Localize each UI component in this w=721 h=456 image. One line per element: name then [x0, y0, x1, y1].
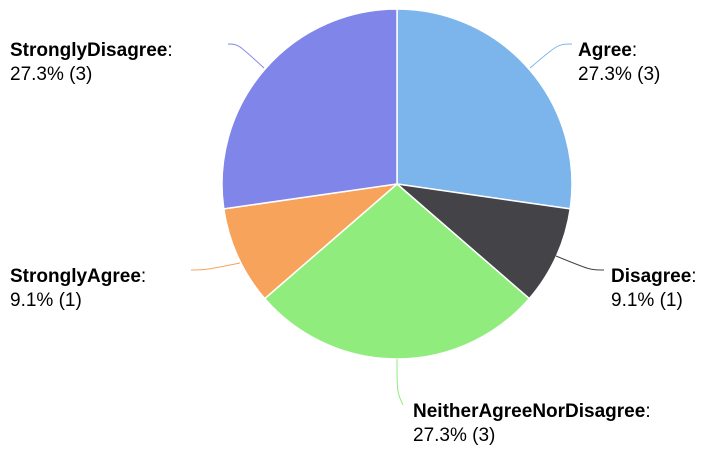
connector-stronglyagree [190, 262, 241, 271]
slice-label: Disagree [611, 266, 691, 287]
connector-neitheragreenordisagree [396, 358, 404, 406]
data-label-value-stronglyagree: 9.1% (1) [10, 290, 82, 311]
data-label-value-neitheragreenordisagree: 27.3% (3) [413, 425, 495, 446]
data-labels: Agree:27.3% (3)Disagree:9.1% (1)NeitherA… [10, 40, 697, 446]
data-label-value-disagree: 9.1% (1) [611, 290, 683, 311]
data-label-value-stronglydisagree: 27.3% (3) [10, 64, 92, 85]
slice-label: NeitherAgreeNorDisagree [413, 401, 645, 422]
pie-slice-agree[interactable] [396, 8, 573, 210]
slice-label: StronglyAgree [10, 266, 141, 287]
slice-label-colon: : [167, 40, 172, 61]
slice-label-colon: : [645, 401, 650, 422]
connector-disagree [555, 255, 605, 271]
data-label-name-disagree: Disagree: [611, 266, 697, 287]
pie-slices [221, 8, 573, 360]
slice-label: Agree [578, 40, 632, 61]
data-label-name-stronglyagree: StronglyAgree: [10, 266, 146, 287]
data-label-name-neitheragreenordisagree: NeitherAgreeNorDisagree: [413, 401, 651, 422]
pie-slice-disagree[interactable] [396, 183, 571, 300]
pie-slice-stronglydisagree[interactable] [221, 8, 398, 210]
label-connectors [190, 43, 605, 406]
data-label-name-stronglydisagree: StronglyDisagree: [10, 40, 173, 61]
data-label-name-agree: Agree: [578, 40, 637, 61]
data-label-value-agree: 27.3% (3) [578, 64, 660, 85]
pie-slice-stronglyagree[interactable] [223, 183, 398, 300]
slice-label-colon: : [691, 266, 696, 287]
slice-label: StronglyDisagree [10, 40, 167, 61]
slice-label-colon: : [632, 40, 637, 61]
connector-stronglydisagree [227, 43, 265, 69]
slice-label-colon: : [141, 266, 146, 287]
connector-agree [529, 43, 573, 69]
